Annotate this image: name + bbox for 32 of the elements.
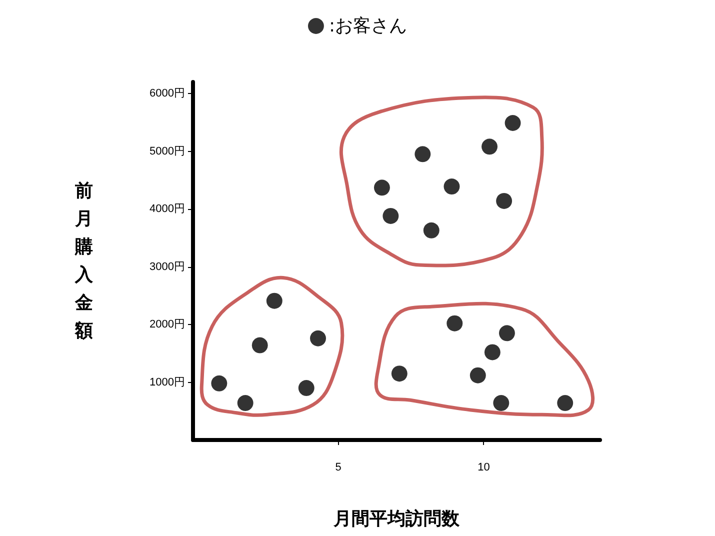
point	[237, 395, 254, 412]
y-tick-label: 6000円	[150, 88, 185, 100]
x-axis-title: 月間平均訪問数	[332, 508, 460, 530]
point	[557, 395, 574, 412]
point	[446, 315, 463, 332]
y-tick-label: 4000円	[150, 203, 185, 216]
x-tick-label: 10	[478, 462, 490, 474]
point	[484, 344, 500, 360]
point	[374, 180, 390, 196]
x-tick-label: 5	[335, 462, 342, 474]
point	[423, 222, 440, 238]
y-tick-label: 5000円	[150, 145, 185, 158]
point	[211, 375, 228, 392]
point	[414, 146, 431, 162]
y-tick-label: 2000円	[150, 318, 185, 331]
point	[470, 367, 486, 384]
point	[298, 380, 314, 396]
y-axis-title: 前月購入金額	[74, 180, 94, 342]
y-tick-label: 1000円	[150, 376, 185, 388]
point	[504, 115, 521, 131]
point	[482, 138, 498, 155]
point	[444, 178, 460, 195]
point	[266, 292, 282, 309]
y-tick-label: 3000円	[150, 260, 185, 273]
legend-label: :お客さん	[328, 16, 408, 36]
point	[493, 395, 510, 412]
point	[498, 325, 515, 342]
point	[310, 330, 326, 346]
point	[252, 337, 268, 354]
point	[391, 366, 408, 382]
point	[382, 208, 399, 224]
point	[496, 192, 512, 209]
